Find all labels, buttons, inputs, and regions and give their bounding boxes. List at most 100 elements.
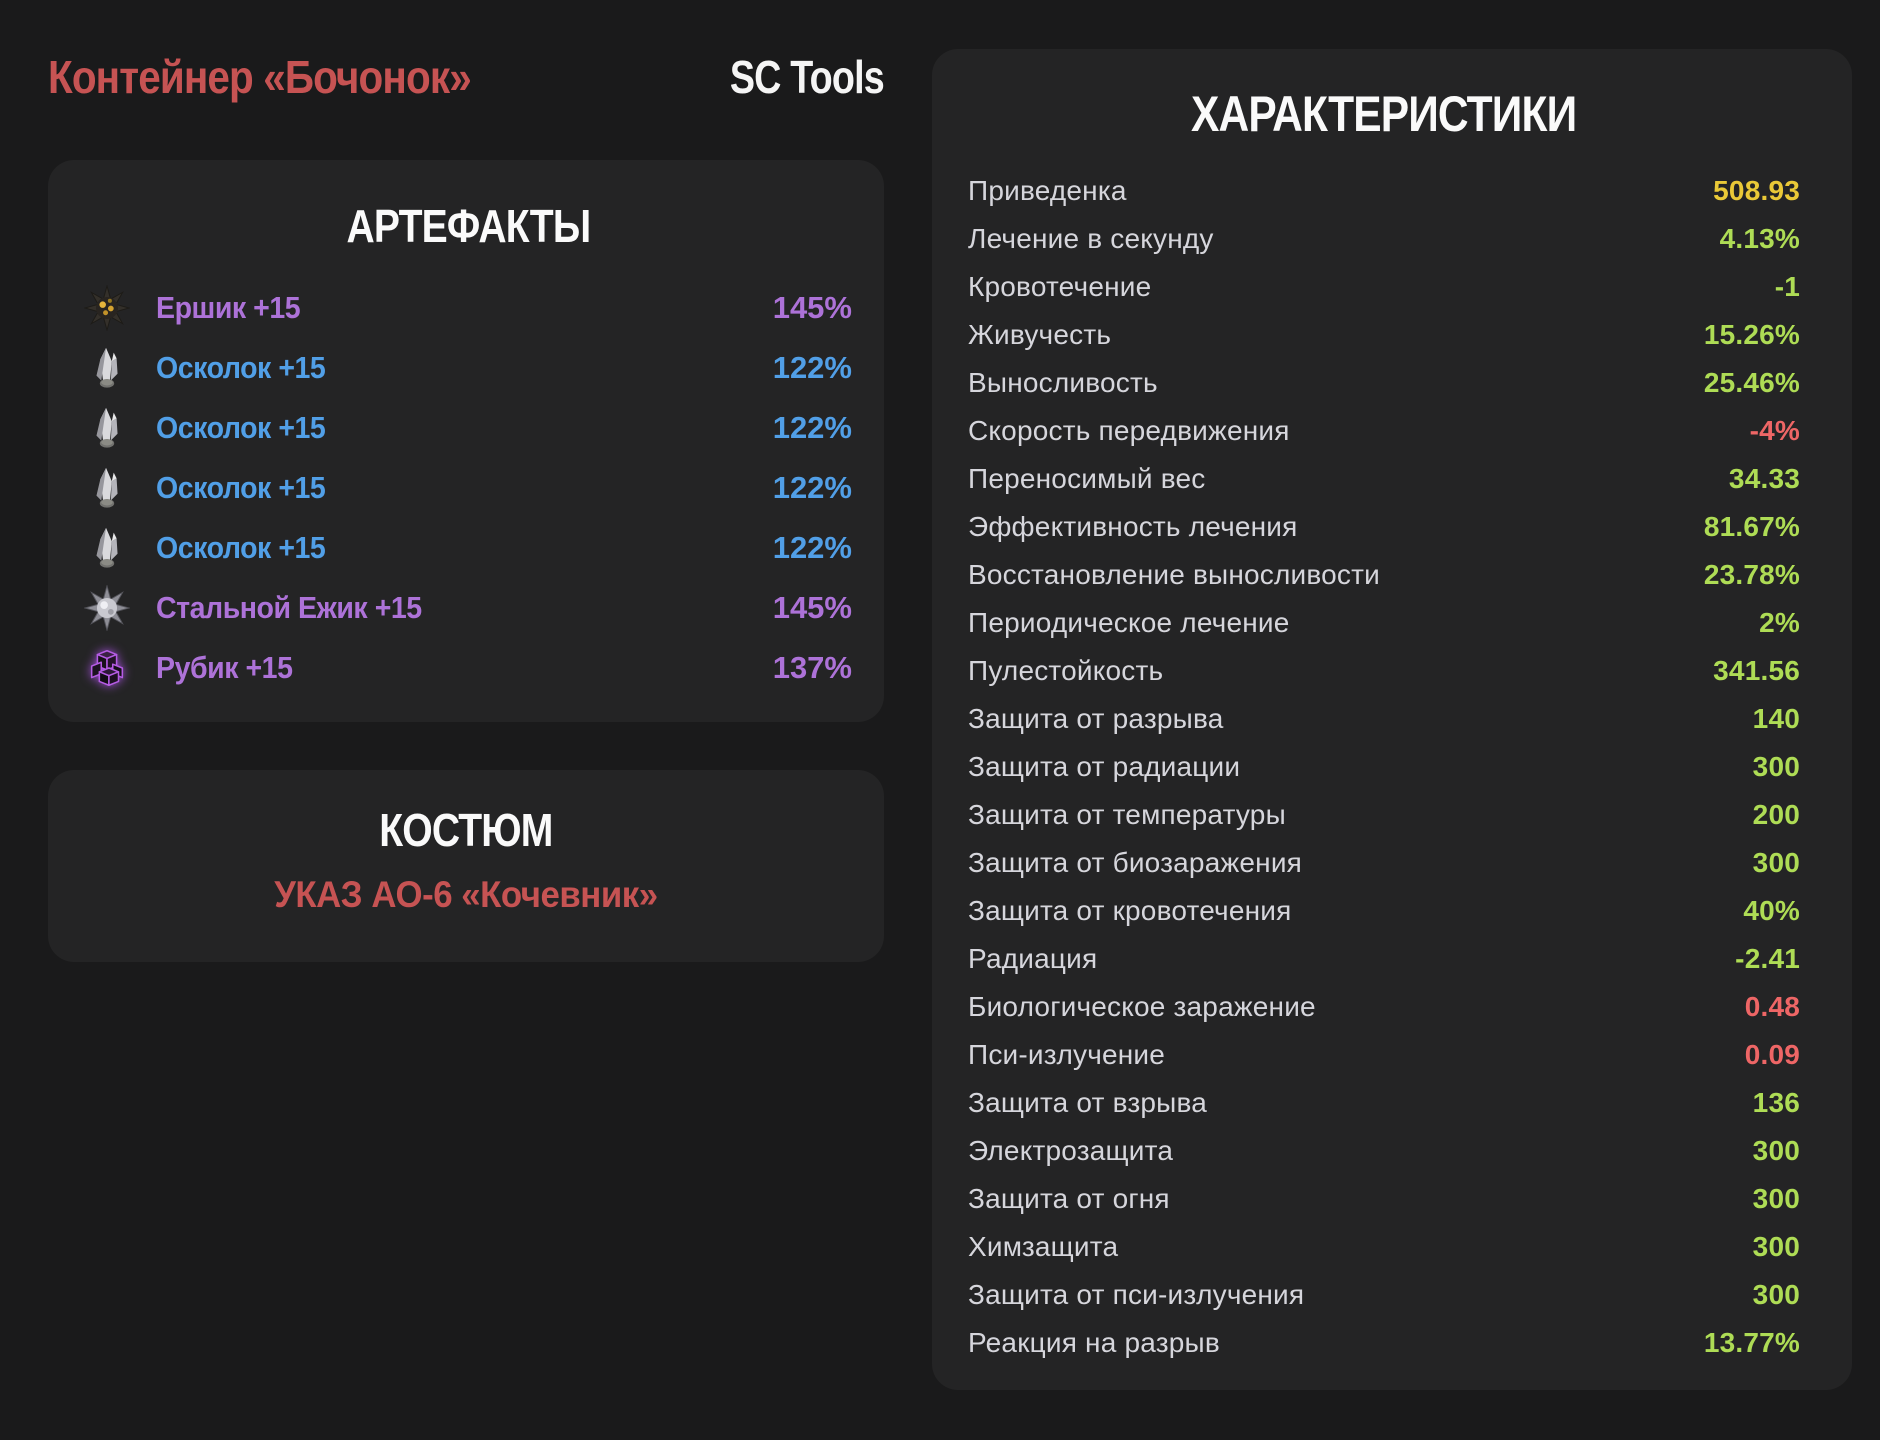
oskolok-icon — [84, 465, 130, 511]
stat-value: 341.56 — [1713, 655, 1800, 686]
stat-label: Защита от радиации — [968, 751, 1241, 782]
stat-value: 136 — [1752, 1087, 1800, 1118]
artifact-row[interactable]: Стальной Ежик +15 145% — [84, 578, 852, 638]
stat-label: Защита от разрыва — [968, 703, 1224, 734]
stat-label: Приведенка — [968, 175, 1127, 206]
artifact-row[interactable]: Осколок +15 122% — [84, 518, 852, 578]
stat-row: Приведенка 508.93 — [968, 167, 1800, 215]
artifact-row[interactable]: Осколок +15 122% — [84, 338, 852, 398]
stat-value: -2.41 — [1735, 943, 1800, 974]
stat-label: Реакция на разрыв — [968, 1327, 1220, 1358]
ershik-icon — [84, 285, 130, 331]
stat-value: 200 — [1752, 799, 1800, 830]
stat-row: Химзащита 300 — [968, 1223, 1800, 1271]
artifact-strength-value: 145% — [772, 290, 852, 325]
stat-label: Выносливость — [968, 367, 1158, 398]
artifact-strength-value: 137% — [772, 650, 852, 685]
artifact-name: Осколок +15 — [156, 530, 326, 565]
right-column: ХАРАКТЕРИСТИКИ Приведенка 508.93 Лечение… — [932, 49, 1852, 1390]
stat-row: Защита от огня 300 — [968, 1175, 1800, 1223]
artifact-name: Осколок +15 — [156, 470, 326, 505]
stat-label: Восстановление выносливости — [968, 559, 1380, 590]
stat-value: 300 — [1752, 1183, 1800, 1214]
stat-row: Защита от разрыва 140 — [968, 695, 1800, 743]
page-title: Контейнер «Бочонок» — [48, 51, 472, 103]
stat-row: Реакция на разрыв 13.77% — [968, 1319, 1800, 1367]
stat-value: -4% — [1749, 415, 1800, 446]
stat-value: 300 — [1752, 751, 1800, 782]
artifact-strength-value: 145% — [772, 590, 852, 625]
stat-value: 300 — [1752, 1279, 1800, 1310]
stat-row: Защита от температуры 200 — [968, 791, 1800, 839]
stat-label: Эффективность лечения — [968, 511, 1298, 542]
header: Контейнер «Бочонок» SC Tools — [48, 50, 885, 103]
stat-label: Химзащита — [968, 1231, 1119, 1262]
stat-row: Живучесть 15.26% — [968, 311, 1800, 359]
stat-value: 300 — [1752, 847, 1800, 878]
stat-row: Скорость передвижения -4% — [968, 407, 1800, 455]
stat-label: Радиация — [968, 943, 1098, 974]
artifact-row[interactable]: Осколок +15 122% — [84, 398, 852, 458]
left-column: Контейнер «Бочонок» SC Tools АРТЕФАКТЫ Е… — [48, 0, 885, 1390]
artifacts-panel: АРТЕФАКТЫ Ершик +15 145% Осколок +15 122… — [48, 160, 884, 722]
stat-row: Защита от кровотечения 40% — [968, 887, 1800, 935]
stat-row: Периодическое лечение 2% — [968, 599, 1800, 647]
stat-label: Лечение в секунду — [968, 223, 1214, 254]
stat-value: 508.93 — [1713, 175, 1800, 206]
stat-value: 25.46% — [1703, 367, 1800, 398]
stat-row: Радиация -2.41 — [968, 935, 1800, 983]
sc-tools-logo[interactable]: SC Tools — [729, 51, 885, 103]
stat-value: 300 — [1752, 1135, 1800, 1166]
stat-label: Периодическое лечение — [968, 607, 1290, 638]
stat-value: -1 — [1774, 271, 1800, 302]
stat-label: Защита от кровотечения — [968, 895, 1292, 926]
suit-name[interactable]: УКАЗ АО-6 «Кочевник» — [274, 874, 658, 915]
stats-panel: ХАРАКТЕРИСТИКИ Приведенка 508.93 Лечение… — [932, 49, 1852, 1390]
stat-value: 81.67% — [1703, 511, 1800, 542]
steel-hedgehog-icon — [84, 585, 130, 631]
artifact-strength-value: 122% — [772, 470, 852, 505]
stat-row: Защита от радиации 300 — [968, 743, 1800, 791]
stat-label: Кровотечение — [968, 271, 1152, 302]
artifact-name: Осколок +15 — [156, 350, 326, 385]
stats-panel-title: ХАРАКТЕРИСТИКИ — [1191, 86, 1577, 142]
stat-label: Биологическое заражение — [968, 991, 1316, 1022]
stat-row: Защита от биозаражения 300 — [968, 839, 1800, 887]
suit-panel-title: КОСТЮМ — [379, 804, 553, 856]
artifact-row[interactable]: Ершик +15 145% — [84, 278, 852, 338]
artifact-row[interactable]: Осколок +15 122% — [84, 458, 852, 518]
artifact-strength-value: 122% — [772, 350, 852, 385]
stat-label: Пси-излучение — [968, 1039, 1166, 1070]
artifact-row[interactable]: Рубик +15 137% — [84, 638, 852, 698]
oskolok-icon — [84, 525, 130, 571]
stat-label: Защита от огня — [968, 1183, 1170, 1214]
stat-value: 34.33 — [1728, 463, 1800, 494]
stat-value: 140 — [1752, 703, 1800, 734]
stat-label: Защита от пси-излучения — [968, 1279, 1305, 1310]
stat-row: Выносливость 25.46% — [968, 359, 1800, 407]
stat-label: Переносимый вес — [968, 463, 1206, 494]
stat-value: 15.26% — [1703, 319, 1800, 350]
stat-label: Пулестойкость — [968, 655, 1164, 686]
artifact-name: Стальной Ежик +15 — [156, 590, 422, 625]
artifact-name: Рубик +15 — [156, 650, 293, 685]
stat-value: 4.13% — [1719, 223, 1800, 254]
stat-row: Кровотечение -1 — [968, 263, 1800, 311]
stat-row: Пулестойкость 341.56 — [968, 647, 1800, 695]
stat-row: Защита от пси-излучения 300 — [968, 1271, 1800, 1319]
artifact-name: Ершик +15 — [156, 290, 301, 325]
rubik-icon — [84, 645, 130, 691]
stat-row: Восстановление выносливости 23.78% — [968, 551, 1800, 599]
stat-row: Защита от взрыва 136 — [968, 1079, 1800, 1127]
stat-label: Защита от биозаражения — [968, 847, 1303, 878]
stat-value: 2% — [1759, 607, 1800, 638]
stat-label: Защита от взрыва — [968, 1087, 1208, 1118]
stat-value: 0.48 — [1744, 991, 1800, 1022]
stat-value: 13.77% — [1703, 1327, 1800, 1358]
stat-label: Электрозащита — [968, 1135, 1174, 1166]
stat-row: Эффективность лечения 81.67% — [968, 503, 1800, 551]
stat-value: 0.09 — [1744, 1039, 1800, 1070]
artifact-strength-value: 122% — [772, 410, 852, 445]
oskolok-icon — [84, 405, 130, 451]
artifact-list: Ершик +15 145% Осколок +15 122% Осколок … — [84, 278, 852, 698]
